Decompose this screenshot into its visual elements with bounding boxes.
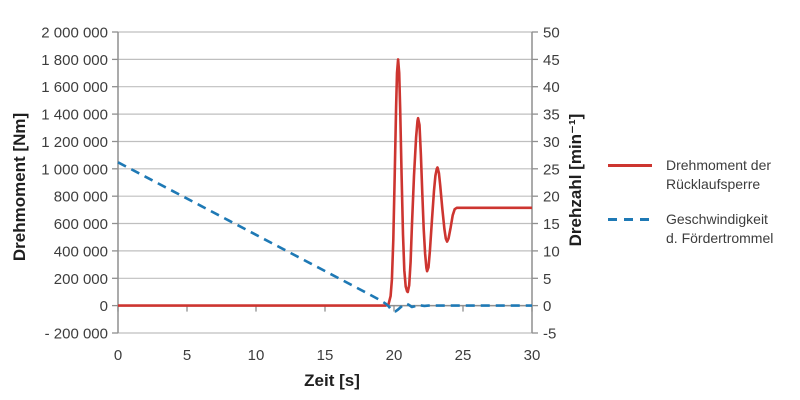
y-left-tick-label: 600 000 [54, 216, 108, 233]
y-left-tick-label: 1 600 000 [41, 79, 108, 96]
x-tick-label: 5 [183, 347, 191, 364]
y-right-tick-label: 0 [543, 298, 551, 315]
y-right-tick-label: -5 [543, 326, 556, 343]
y-left-tick-label: - 200 000 [45, 326, 108, 343]
y-right-tick-label: 35 [543, 107, 560, 124]
x-tick-label: 10 [248, 347, 265, 364]
legend-label-0: Drehmoment der Rücklaufsperre [666, 157, 772, 192]
legend-item-0: Drehmoment der Rücklaufsperre [608, 156, 798, 194]
y-left-tick-label: 2 000 000 [41, 25, 108, 42]
y-left-tick-label: 200 000 [54, 271, 108, 288]
legend-label-1: Geschwindigkeit d. Fördertrommel [666, 210, 774, 246]
y-left-tick-label: 1 200 000 [41, 134, 108, 151]
y-left-tick-label: 1 800 000 [41, 52, 108, 69]
y-right-tick-label: 15 [543, 216, 560, 233]
y-axis-left-title: Drehmoment [Nm] [10, 112, 29, 262]
y-left-tick-label: 0 [100, 298, 108, 315]
y-right-tick-label: 10 [543, 243, 560, 260]
legend-dashed-line-swatch [608, 217, 652, 221]
y-left-tick-label: 400 000 [54, 243, 108, 260]
y-right-tick-label: 5 [543, 271, 551, 288]
y-right-tick-label: 45 [543, 52, 560, 69]
y-left-tick-label: 1 000 000 [41, 161, 108, 178]
y-axis-right-title: Drehzahl [min⁻¹] [566, 113, 585, 247]
x-tick-label: 25 [455, 347, 472, 364]
legend-item-1: Geschwindigkeit d. Fördertrommel [608, 210, 798, 248]
legend-solid-line-swatch [608, 164, 652, 167]
series-line-1 [117, 161, 532, 313]
y-right-tick-label: 20 [543, 189, 560, 206]
y-left-tick-label: 800 000 [54, 189, 108, 206]
legend: Drehmoment der Rücklaufsperre Geschwindig… [608, 156, 798, 248]
x-axis-title: Zeit [s] [304, 371, 360, 390]
x-tick-label: 20 [386, 347, 403, 364]
y-right-tick-label: 25 [543, 161, 560, 178]
y-right-tick-label: 50 [543, 25, 560, 42]
y-right-tick-label: 30 [543, 134, 560, 151]
x-tick-label: 30 [524, 347, 541, 364]
x-tick-label: 0 [114, 347, 122, 364]
y-left-tick-label: 1 400 000 [41, 107, 108, 124]
series-line-0 [118, 58, 532, 307]
y-right-tick-label: 40 [543, 79, 560, 96]
x-tick-label: 15 [317, 347, 334, 364]
